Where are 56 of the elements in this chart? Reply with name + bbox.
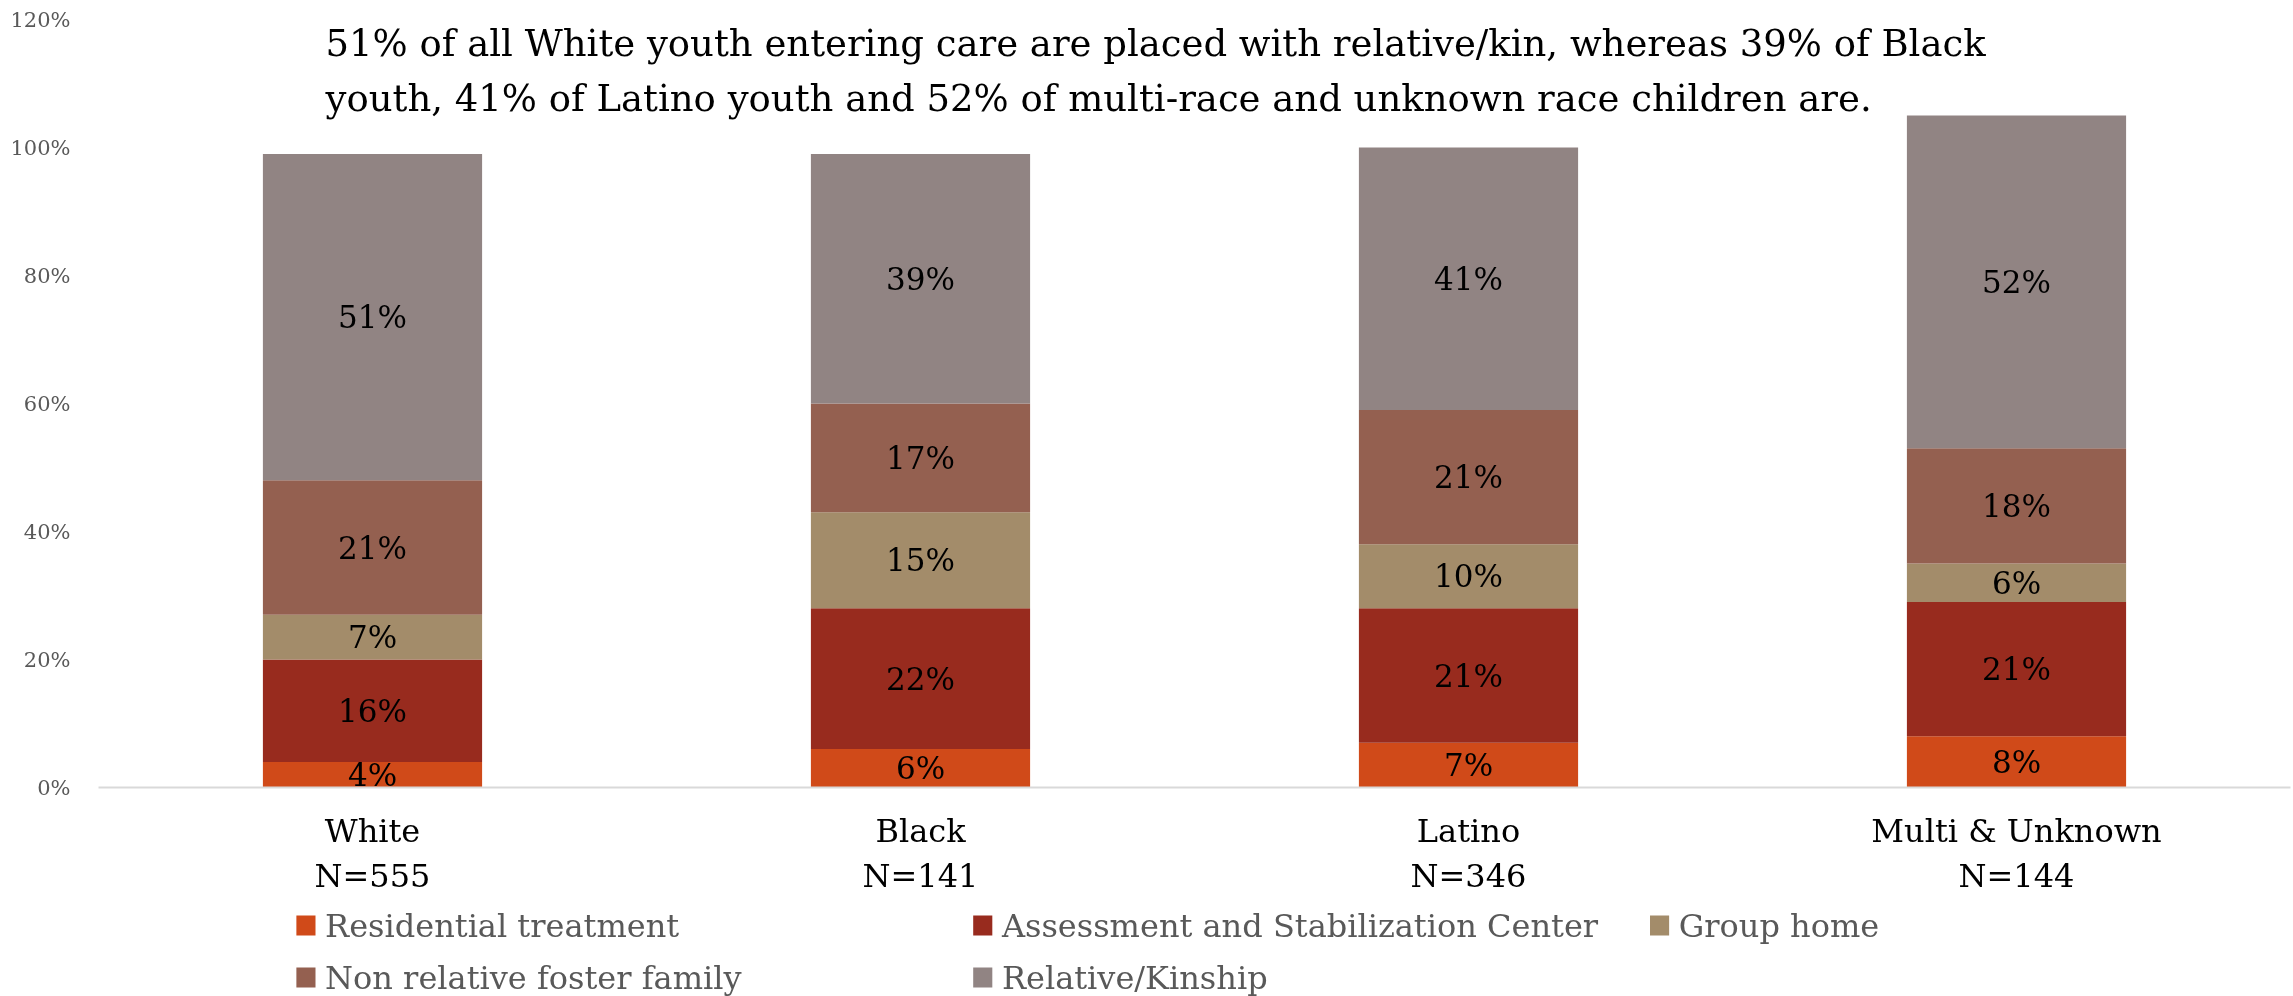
data-label: 39% — [886, 260, 955, 297]
data-label: 17% — [886, 439, 955, 476]
data-label: 41% — [1434, 260, 1503, 297]
data-label: 6% — [895, 750, 946, 787]
data-label: 7% — [1443, 747, 1494, 784]
x-tick-label: Multi & Unknown N=144 — [1871, 811, 2162, 896]
x-tick-label: White N=555 — [314, 811, 431, 896]
y-tick-label: 0% — [37, 775, 71, 800]
legend-label: Residential treatment — [325, 906, 680, 945]
data-label: 21% — [1434, 459, 1503, 496]
data-label: 4% — [347, 756, 398, 793]
y-tick-label: 100% — [10, 135, 71, 160]
bar — [1358, 409, 1579, 545]
bar — [262, 659, 483, 762]
bar — [810, 749, 1031, 788]
bar — [1906, 563, 2127, 602]
bar — [1906, 448, 2127, 564]
legend-label: Relative/Kinship — [1001, 958, 1268, 996]
bar — [1906, 115, 2127, 449]
bar — [1358, 544, 1579, 609]
data-label: 22% — [886, 660, 955, 697]
data-label: 15% — [886, 542, 955, 579]
data-label: 52% — [1982, 263, 2051, 300]
bar — [262, 153, 483, 481]
bar — [262, 614, 483, 660]
y-tick-label: 120% — [10, 7, 71, 32]
data-label: 21% — [338, 529, 407, 566]
bar — [810, 608, 1031, 750]
data-label: 16% — [338, 692, 407, 729]
text: 51% of all White youth entering care are placed with relative/kin, whereas 39% of Black youth, 41% of Latino youth and 52% of multi-race and unknown race children are. — [324, 21, 1987, 121]
data-label: 8% — [1991, 743, 2042, 780]
data-label: 10% — [1434, 558, 1503, 595]
data-label: 18% — [1982, 487, 2051, 524]
y-tick-label: 40% — [23, 519, 71, 544]
bar — [1358, 608, 1579, 743]
bar — [810, 153, 1031, 404]
legend-label: Group home — [1678, 906, 1880, 945]
data-label: 21% — [1982, 651, 2051, 688]
bar — [1906, 601, 2127, 737]
data-label: 21% — [1434, 657, 1503, 694]
y-tick-label: 20% — [23, 647, 71, 672]
legend-label: Assessment and Stabilization Center — [1000, 906, 1599, 945]
y-tick-label: 60% — [23, 391, 71, 416]
data-label: 7% — [347, 619, 398, 656]
bar — [1358, 742, 1579, 788]
legend-label: Non relative foster family — [325, 958, 742, 996]
bar — [810, 512, 1031, 609]
x-tick-label: Black N=141 — [862, 811, 979, 896]
data-label: 51% — [338, 299, 407, 336]
bar — [1906, 736, 2127, 788]
bar — [810, 403, 1031, 513]
bar — [1358, 147, 1579, 410]
bar — [262, 480, 483, 615]
y-tick-label: 80% — [23, 263, 71, 288]
data-label: 6% — [1991, 564, 2042, 601]
x-tick-label: Latino N=346 — [1410, 811, 1527, 896]
